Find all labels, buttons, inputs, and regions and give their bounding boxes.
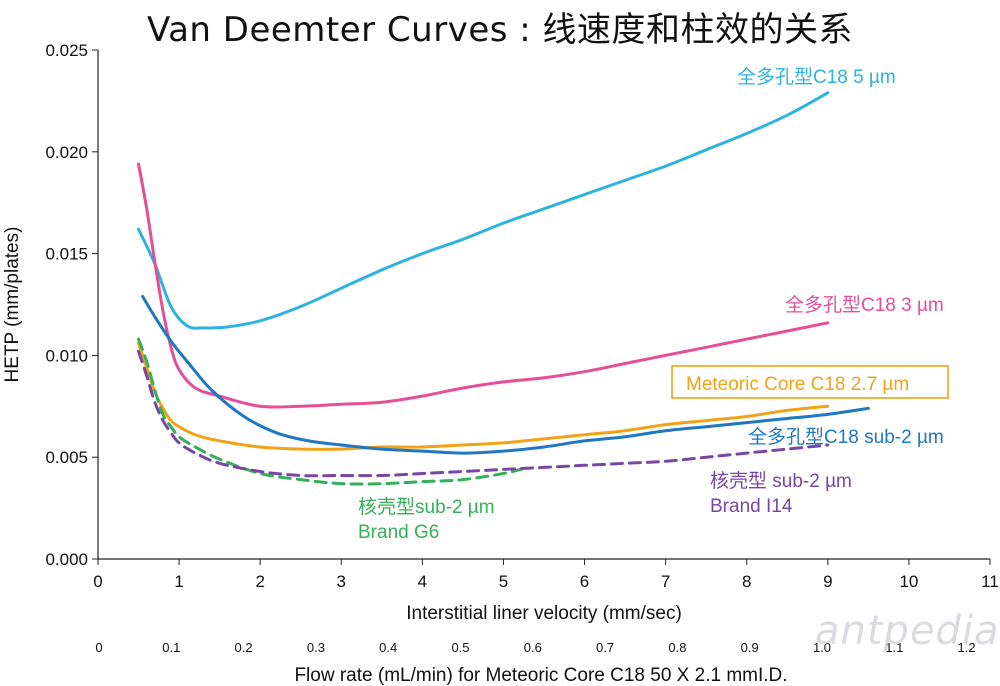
y-tick-label: 0.020 [45, 143, 88, 162]
x-tick-label: 2 [255, 572, 264, 591]
x-tick-label: 4 [418, 572, 427, 591]
series-label-5: 核壳型 sub-2 µm [710, 470, 852, 492]
x-tick-label: 5 [499, 572, 508, 591]
flow-rate-tick-label: 0.5 [451, 640, 469, 655]
chart-title: Van Deemter Curves : 线速度和柱效的关系 [146, 10, 854, 50]
series-label-1: 全多孔型C18 3 µm [785, 294, 944, 316]
x-tick-label: 3 [337, 572, 346, 591]
series-sublabel-4: Brand G6 [358, 522, 439, 543]
y-tick-label: 0.005 [45, 448, 88, 467]
x-tick-label: 6 [580, 572, 589, 591]
flow-rate-tick-label: 1.1 [885, 640, 903, 655]
x-tick-label: 0 [93, 572, 102, 591]
y-tick-label: 0.025 [45, 41, 88, 60]
series-label-2: Meteoric Core C18 2.7 µm [686, 374, 909, 395]
flow-rate-tick-label: 0.9 [741, 640, 759, 655]
series-line-0 [137, 91, 830, 330]
series-line-5 [137, 349, 830, 478]
flow-rate-tick-label: 0.2 [235, 640, 253, 655]
flow-rate-tick-label: 1.2 [958, 640, 976, 655]
x-tick-label: 10 [899, 572, 918, 591]
series-line-4 [137, 337, 530, 486]
series-label-4: 核壳型sub-2 µm [358, 496, 495, 518]
x-tick-label: 1 [174, 572, 183, 591]
x-tick-label: 9 [823, 572, 832, 591]
flow-rate-tick-label: 1.0 [813, 640, 831, 655]
flow-rate-tick-label: 0.6 [524, 640, 542, 655]
flow-rate-tick-label: 0 [95, 640, 102, 655]
series-sublabel-5: Brand I14 [710, 496, 793, 517]
series-label-0: 全多孔型C18 5 µm [737, 66, 896, 88]
flow-rate-tick-label: 0.1 [162, 640, 180, 655]
y-tick-label: 0.000 [45, 550, 88, 569]
series-label-box [671, 365, 949, 399]
series-line-2 [137, 341, 830, 451]
series-line-3 [141, 294, 870, 455]
x-axis-label: Interstitial liner velocity (mm/sec) [406, 603, 682, 624]
flow-rate-axis-label: Flow rate (mL/min) for Meteoric Core C18… [294, 665, 787, 686]
x-tick-label: 11 [981, 572, 999, 591]
series-label-3: 全多孔型C18 sub-2 µm [748, 426, 944, 448]
flow-rate-tick-label: 0.3 [307, 640, 325, 655]
flow-rate-tick-label: 0.4 [379, 640, 397, 655]
flow-rate-tick-label: 0.7 [596, 640, 614, 655]
y-tick-label: 0.010 [45, 346, 88, 365]
x-tick-label: 8 [742, 572, 751, 591]
flow-rate-tick-label: 0.8 [668, 640, 686, 655]
y-tick-label: 0.015 [45, 245, 88, 264]
x-tick-label: 7 [661, 572, 670, 591]
y-axis-label: HETP (mm/plates) [2, 227, 23, 383]
watermark-logo: antpedia [815, 608, 1000, 654]
